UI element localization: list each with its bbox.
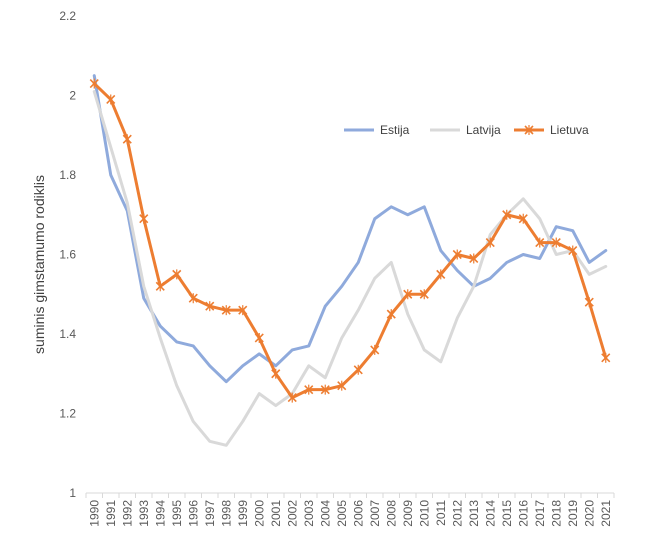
x-tick-label: 2002 (285, 500, 299, 527)
x-tick-label: 1995 (170, 500, 184, 527)
y-tick-label: 2 (69, 89, 76, 103)
y-axis-label: suminis gimstamumo rodiklis (31, 175, 47, 354)
data-point-lietuva (221, 305, 231, 316)
data-point-lietuva (568, 245, 578, 256)
x-tick-label: 2021 (599, 500, 613, 527)
data-point-lietuva (337, 380, 347, 391)
x-tick-label: 2011 (434, 500, 448, 526)
x-tick-label: 2006 (351, 500, 365, 527)
x-tick-label: 2018 (549, 500, 563, 527)
data-point-lietuva (436, 269, 446, 280)
legend-label: Estija (380, 123, 410, 137)
x-tick-label: 1999 (236, 500, 250, 527)
x-tick-label: 2020 (582, 500, 596, 527)
y-tick-label: 1.8 (59, 168, 76, 182)
data-point-lietuva (304, 384, 314, 395)
series-estija (92, 74, 608, 384)
x-tick-label: 2003 (302, 500, 316, 527)
data-point-lietuva (469, 253, 479, 264)
x-tick-label: 1991 (104, 500, 118, 527)
y-axis-ticks: 1 1.2 1.4 1.6 1.8 2 2.2 (59, 9, 76, 500)
x-tick-label: 1993 (137, 500, 151, 527)
series-line-lietuva (92, 82, 608, 400)
data-point-lietuva (254, 332, 264, 343)
data-point-lietuva (139, 213, 149, 224)
y-tick-label: 1.6 (59, 248, 76, 262)
legend-item-estija: Estija (344, 123, 410, 137)
data-point-lietuva (172, 269, 182, 280)
x-tick-label: 1990 (87, 500, 101, 527)
series-line-latvija (92, 90, 608, 447)
x-tick-label: 2005 (335, 500, 349, 527)
x-tick-label: 1998 (219, 500, 233, 527)
series-latvija (92, 90, 608, 447)
data-point-lietuva (353, 364, 363, 375)
data-point-lietuva (370, 344, 380, 355)
legend-label: Lietuva (550, 123, 589, 137)
x-tick-label: 1994 (153, 500, 167, 527)
x-tick-label: 1997 (203, 500, 217, 527)
data-point-lietuva (106, 94, 116, 105)
data-point-lietuva (518, 213, 528, 224)
data-point-lietuva (551, 237, 561, 248)
x-tick-label: 2004 (318, 500, 332, 527)
data-point-lietuva (287, 392, 297, 403)
x-tick-label: 2016 (516, 500, 530, 527)
y-tick-label: 1.2 (59, 407, 76, 421)
data-point-lietuva (122, 134, 132, 145)
data-point-lietuva (320, 384, 330, 395)
data-point-lietuva (584, 297, 594, 308)
x-tick-label: 1996 (186, 500, 200, 527)
x-tick-label: 1992 (120, 500, 134, 527)
data-point-lietuva (205, 301, 215, 312)
data-point-lietuva (89, 78, 99, 89)
x-tick-label: 2014 (483, 500, 497, 527)
series-line-estija (92, 74, 608, 384)
y-tick-label: 2.2 (59, 9, 76, 23)
legend-item-latvija: Latvija (430, 123, 501, 137)
data-point-lietuva (485, 237, 495, 248)
legend-label: Latvija (466, 123, 501, 137)
x-axis-ticks: 1990 1991 1992 1993 1994 1995 1996 1997 1998 1999… (85, 493, 615, 527)
x-tick-label: 2001 (269, 500, 283, 527)
legend-item-lietuva: Lietuva (514, 123, 589, 137)
x-tick-label: 2019 (566, 500, 580, 527)
data-point-lietuva (601, 352, 611, 363)
series-lietuva (89, 78, 611, 403)
data-point-lietuva (188, 293, 198, 304)
x-tick-label: 2000 (252, 500, 266, 527)
x-tick-label: 2015 (500, 500, 514, 527)
x-tick-label: 2017 (533, 500, 547, 527)
data-point-lietuva (403, 289, 413, 300)
x-tick-label: 2012 (450, 500, 464, 527)
data-point-lietuva (238, 305, 248, 316)
y-tick-label: 1 (69, 486, 76, 500)
y-tick-label: 1.4 (59, 327, 76, 341)
axes: 11.21.41.61.822.2 1990 1991 1992 1993 1994 19… (59, 9, 615, 527)
x-tick-label: 2013 (467, 500, 481, 527)
data-point-lietuva (386, 309, 396, 320)
data-point-lietuva (419, 289, 429, 300)
legend: Estija Latvija Lietuva (344, 123, 589, 137)
data-point-lietuva (155, 281, 165, 292)
data-point-lietuva (535, 237, 545, 248)
x-tick-label: 2010 (417, 500, 431, 527)
data-point-lietuva (452, 249, 462, 260)
x-tick-label: 2007 (368, 500, 382, 527)
x-tick-label: 2009 (401, 500, 415, 527)
data-point-lietuva (502, 209, 512, 220)
x-tick-label: 2008 (384, 500, 398, 527)
data-point-lietuva (271, 368, 281, 379)
series-group (89, 74, 611, 447)
